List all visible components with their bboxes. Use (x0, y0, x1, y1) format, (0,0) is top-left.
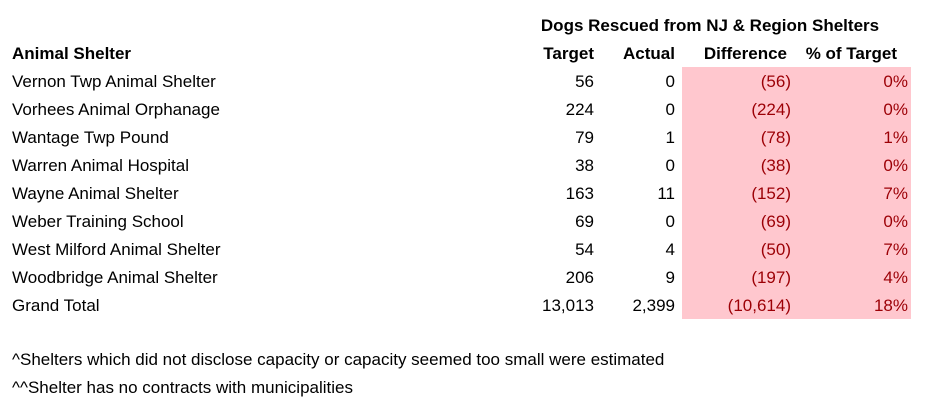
grand-total-row: Grand Total 13,013 2,399 (10,614) 18% (0, 292, 925, 320)
shelter-name-cell: Wantage Twp Pound (12, 128, 169, 147)
shelter-name-cell: Woodbridge Animal Shelter (12, 268, 218, 287)
shelter-name-cell: Vorhees Animal Orphanage (12, 100, 220, 119)
pct-of-target-cell: 0% (883, 72, 908, 91)
footnote-no-contracts: ^^Shelter has no contracts with municipa… (12, 378, 353, 397)
table-row: Vernon Twp Animal Shelter 56 0 (56) 0% (0, 68, 925, 96)
actual-cell: 0 (665, 100, 675, 119)
shelter-name-cell: Warren Animal Hospital (12, 156, 189, 175)
table-row: Woodbridge Animal Shelter 206 9 (197) 4% (0, 264, 925, 292)
difference-total-cell: (10,614) (727, 296, 791, 315)
pct-of-target-cell: 0% (883, 100, 908, 119)
actual-cell: 0 (665, 212, 675, 231)
difference-cell: (56) (760, 72, 791, 91)
shelter-name-cell: Weber Training School (12, 212, 184, 231)
pct-of-target-cell: 0% (883, 212, 908, 231)
table-row: Weber Training School 69 0 (69) 0% (0, 208, 925, 236)
table-row: Warren Animal Hospital 38 0 (38) 0% (0, 152, 925, 180)
target-cell: 69 (575, 212, 594, 231)
target-cell: 224 (565, 100, 594, 119)
difference-cell: (152) (751, 184, 791, 203)
target-cell: 56 (575, 72, 594, 91)
conditional-format-highlight (682, 67, 911, 319)
shelter-name-cell: Vernon Twp Animal Shelter (12, 72, 216, 91)
table-title: Dogs Rescued from NJ & Region Shelters (540, 16, 880, 35)
difference-cell: (78) (760, 128, 791, 147)
table-row: Vorhees Animal Orphanage 224 0 (224) 0% (0, 96, 925, 124)
difference-cell: (38) (760, 156, 791, 175)
footnote-estimated: ^Shelters which did not disclose capacit… (12, 350, 665, 369)
header-pct-of-target: % of Target (805, 44, 897, 63)
grand-total-label: Grand Total (12, 296, 100, 315)
pct-of-target-cell: 4% (883, 268, 908, 287)
difference-cell: (197) (751, 268, 791, 287)
pct-of-target-cell: 7% (883, 240, 908, 259)
table-row: West Milford Animal Shelter 54 4 (50) 7% (0, 236, 925, 264)
table-row: Wantage Twp Pound 79 1 (78) 1% (0, 124, 925, 152)
actual-cell: 0 (665, 72, 675, 91)
target-total-cell: 13,013 (542, 296, 594, 315)
target-cell: 54 (575, 240, 594, 259)
target-cell: 38 (575, 156, 594, 175)
pct-of-target-cell: 7% (883, 184, 908, 203)
target-cell: 206 (565, 268, 594, 287)
actual-cell: 1 (665, 128, 675, 147)
pct-of-target-cell: 0% (883, 156, 908, 175)
actual-cell: 4 (665, 240, 675, 259)
target-cell: 163 (565, 184, 594, 203)
difference-cell: (224) (751, 100, 791, 119)
header-actual: Actual (623, 44, 675, 63)
header-target: Target (543, 44, 594, 63)
difference-cell: (50) (760, 240, 791, 259)
actual-cell: 0 (665, 156, 675, 175)
shelter-name-cell: West Milford Animal Shelter (12, 240, 221, 259)
table-row: Wayne Animal Shelter 163 11 (152) 7% (0, 180, 925, 208)
pct-total-cell: 18% (873, 296, 908, 315)
header-animal-shelter: Animal Shelter (12, 44, 132, 63)
actual-cell: 11 (657, 184, 675, 203)
pct-of-target-cell: 1% (883, 128, 908, 147)
shelter-name-cell: Wayne Animal Shelter (12, 184, 179, 203)
target-cell: 79 (575, 128, 594, 147)
actual-total-cell: 2,399 (632, 296, 675, 315)
header-difference: Difference (703, 44, 787, 63)
difference-cell: (69) (760, 212, 791, 231)
actual-cell: 9 (665, 268, 675, 287)
